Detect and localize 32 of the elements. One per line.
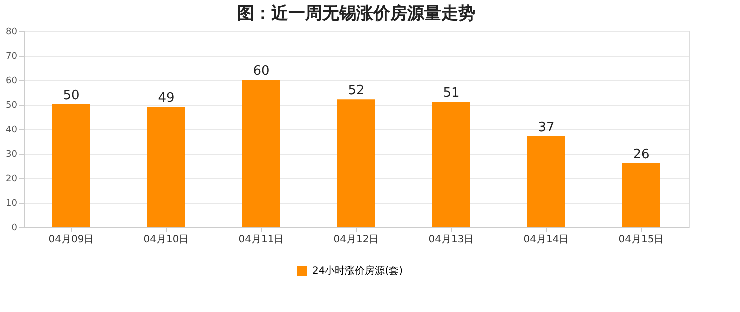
data-label: 52: [348, 84, 365, 99]
data-label: 51: [443, 86, 460, 102]
x-tick-label: 04月10日: [144, 234, 190, 246]
data-label: 37: [538, 120, 555, 136]
bar: [338, 100, 376, 227]
x-tick-label: 04月09日: [48, 234, 94, 246]
x-tick-label: 04月15日: [618, 234, 664, 246]
y-tick-label: 60: [6, 76, 18, 86]
bar: [528, 136, 566, 227]
y-tick-label: 30: [6, 150, 18, 160]
bar: [52, 104, 90, 227]
y-tick-label: 80: [6, 28, 18, 38]
y-tick-label: 70: [6, 52, 18, 62]
x-tick-label: 04月12日: [334, 234, 380, 246]
data-label: 26: [633, 147, 650, 162]
bar: [242, 80, 280, 227]
legend-label: 24小时涨价房源(套): [312, 265, 404, 277]
y-tick-label: 10: [6, 199, 18, 209]
data-label: 60: [253, 64, 270, 79]
y-tick-label: 0: [12, 224, 18, 234]
bar: [432, 102, 470, 227]
data-label: 50: [63, 88, 80, 104]
x-tick-label: 04月14日: [524, 234, 570, 246]
y-tick-label: 50: [6, 101, 18, 111]
y-tick-label: 20: [6, 174, 18, 184]
bar: [148, 106, 186, 227]
x-tick-label: 04月11日: [238, 234, 284, 246]
data-label: 49: [158, 90, 175, 106]
y-tick-label: 40: [6, 126, 18, 136]
chart-title: 图：近一周无锡涨价房源量走势: [238, 4, 476, 24]
bar: [622, 163, 660, 227]
x-tick-label: 04月13日: [428, 234, 474, 246]
